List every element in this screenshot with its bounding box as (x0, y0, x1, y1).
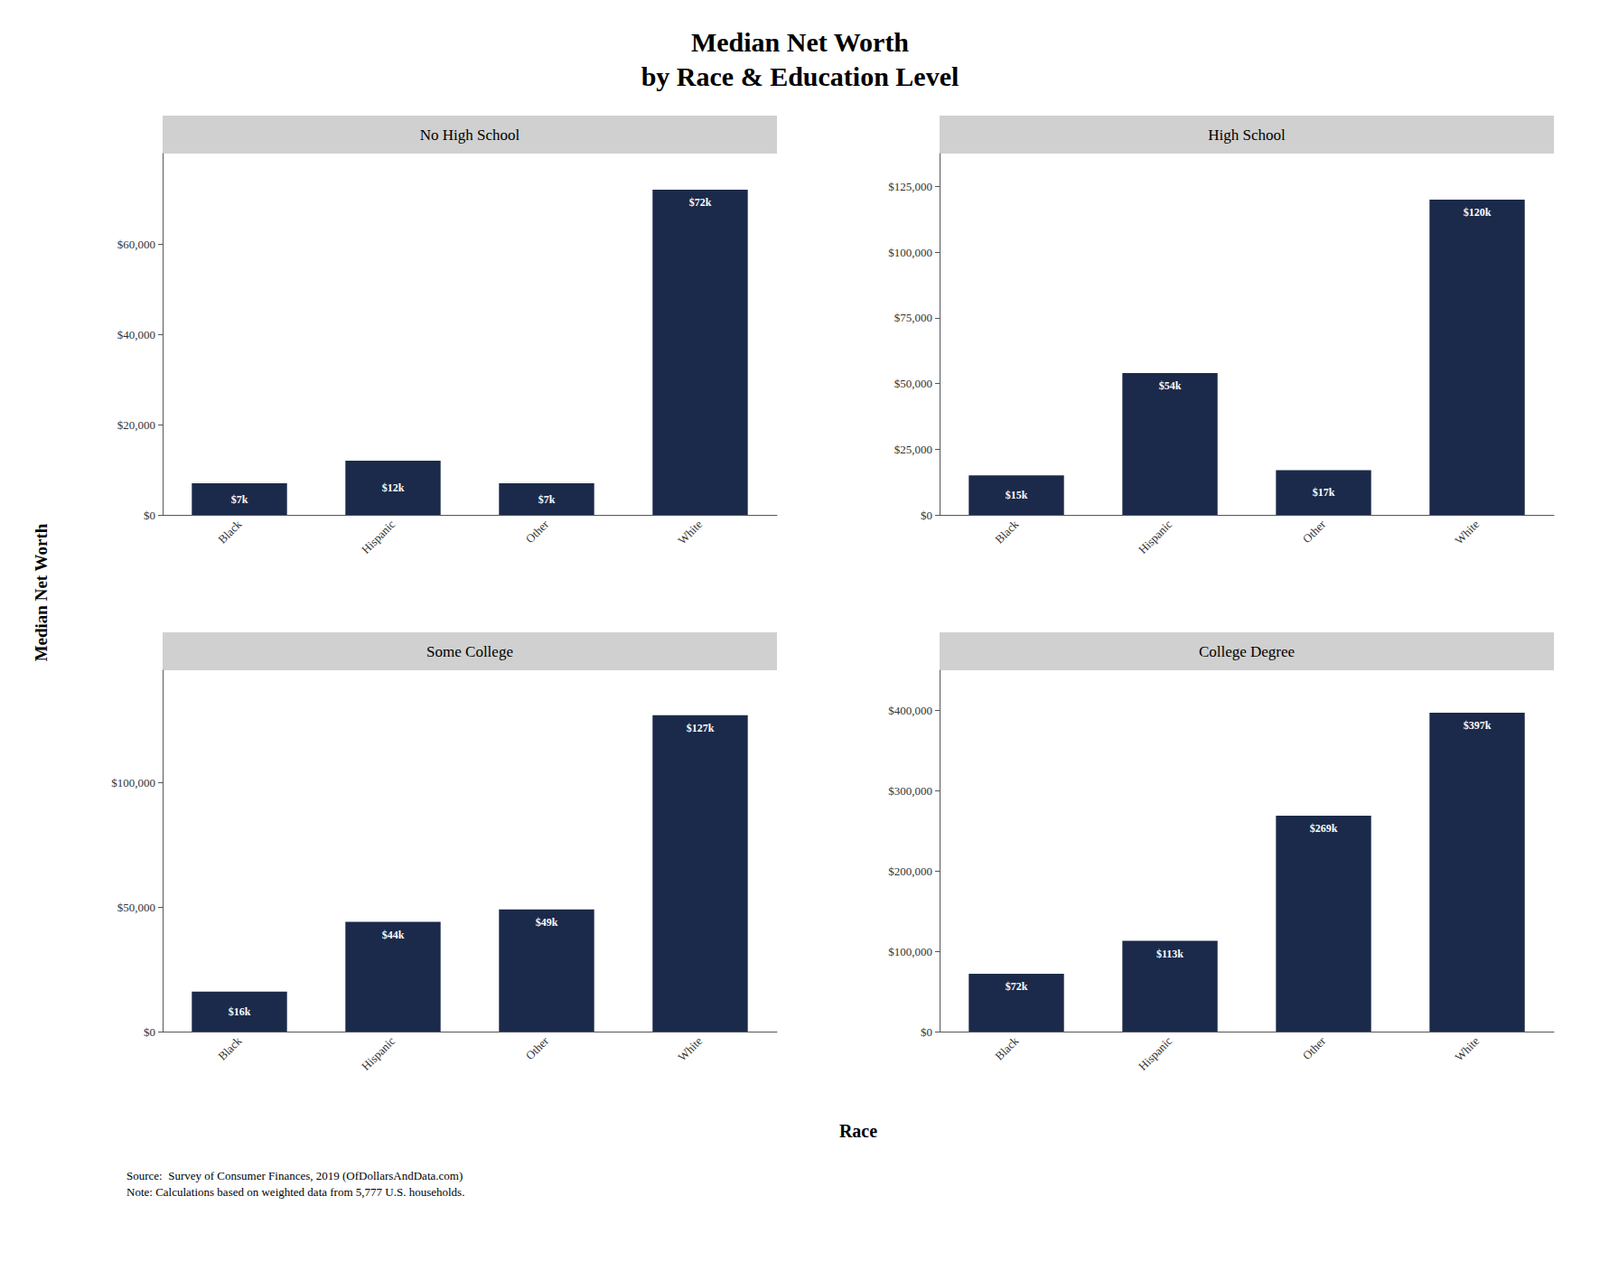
svg-text:$72k: $72k (1005, 980, 1029, 993)
svg-text:No High School: No High School (420, 126, 521, 144)
svg-text:White: White (674, 517, 705, 548)
svg-text:Median Net Worth: Median Net Worth (691, 27, 909, 57)
svg-text:$0: $0 (143, 1025, 156, 1039)
svg-text:$0: $0 (920, 508, 933, 523)
svg-text:$44k: $44k (382, 928, 405, 942)
svg-text:Black: Black (215, 516, 244, 546)
svg-text:$60,000: $60,000 (117, 237, 156, 252)
svg-text:Some College: Some College (426, 643, 514, 661)
svg-text:Black: Black (215, 1033, 244, 1063)
svg-text:Hispanic: Hispanic (358, 517, 398, 557)
svg-text:Black: Black (991, 1033, 1021, 1063)
svg-text:Race: Race (839, 1121, 878, 1142)
svg-text:Hispanic: Hispanic (1135, 517, 1175, 557)
svg-text:$100,000: $100,000 (888, 245, 933, 260)
svg-text:Hispanic: Hispanic (358, 1034, 398, 1074)
svg-text:$12k: $12k (382, 481, 405, 495)
svg-text:$17k: $17k (1312, 486, 1336, 499)
svg-text:White: White (1451, 517, 1482, 548)
svg-text:$7k: $7k (231, 493, 249, 506)
svg-text:Source: Survey of Consumer Fi: Source: Survey of Consumer Finances, 201… (126, 1169, 463, 1183)
svg-text:$125,000: $125,000 (888, 179, 933, 194)
svg-text:$127k: $127k (686, 721, 715, 735)
svg-text:$25,000: $25,000 (894, 442, 933, 457)
svg-text:$269k: $269k (1309, 822, 1339, 835)
svg-text:by Race & Education Level: by Race & Education Level (641, 61, 960, 92)
svg-text:$400,000: $400,000 (888, 703, 933, 718)
svg-text:White: White (1451, 1034, 1482, 1065)
svg-text:Median Net Worth: Median Net Worth (31, 523, 51, 662)
svg-text:$397k: $397k (1463, 719, 1492, 732)
svg-text:Other: Other (1300, 516, 1329, 546)
svg-text:$16k: $16k (228, 1005, 252, 1019)
svg-text:$49k: $49k (535, 916, 559, 929)
svg-text:$0: $0 (920, 1025, 933, 1039)
svg-text:$50,000: $50,000 (117, 900, 156, 915)
svg-text:$113k: $113k (1156, 947, 1184, 961)
svg-text:Other: Other (523, 516, 553, 546)
svg-text:$0: $0 (143, 508, 156, 523)
svg-text:$54k: $54k (1159, 379, 1182, 393)
svg-text:$100,000: $100,000 (111, 776, 156, 790)
svg-text:$72k: $72k (689, 196, 712, 209)
svg-text:$75,000: $75,000 (894, 310, 933, 325)
svg-text:Black: Black (991, 516, 1021, 546)
svg-text:Hispanic: Hispanic (1135, 1034, 1175, 1074)
svg-text:$15k: $15k (1005, 488, 1029, 502)
svg-text:$300,000: $300,000 (888, 784, 933, 798)
svg-text:Other: Other (523, 1033, 553, 1063)
svg-text:Note: Calculations based on we: Note: Calculations based on weighted dat… (126, 1185, 465, 1199)
svg-text:$40,000: $40,000 (117, 327, 156, 342)
svg-text:$7k: $7k (538, 493, 556, 506)
svg-text:White: White (674, 1034, 705, 1065)
svg-text:$200,000: $200,000 (888, 864, 933, 879)
svg-text:$100,000: $100,000 (888, 945, 933, 959)
svg-text:$50,000: $50,000 (894, 376, 933, 391)
svg-text:High School: High School (1207, 126, 1286, 144)
svg-text:Other: Other (1300, 1033, 1329, 1063)
svg-text:College Degree: College Degree (1198, 643, 1295, 661)
svg-text:$20,000: $20,000 (117, 418, 156, 432)
svg-text:$120k: $120k (1463, 205, 1492, 219)
